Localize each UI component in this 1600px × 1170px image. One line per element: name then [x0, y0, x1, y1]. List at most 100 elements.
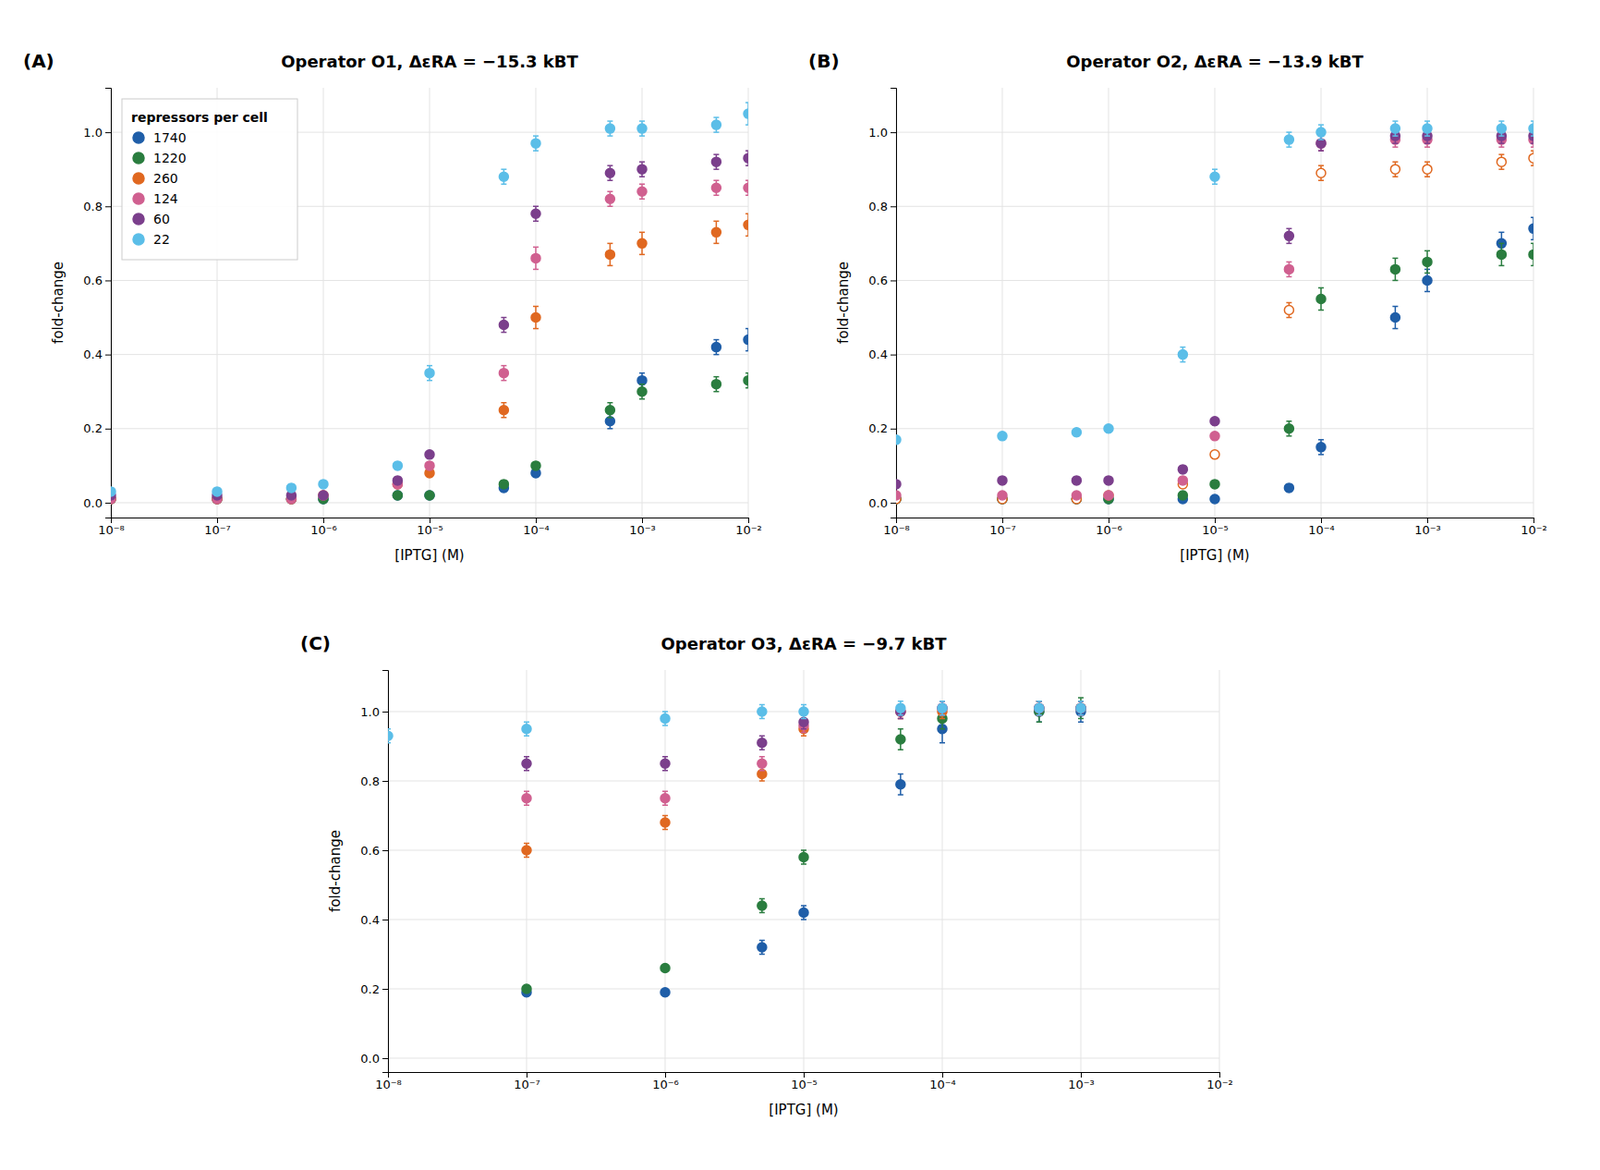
tick-label: 1.0: [868, 125, 888, 140]
axis-line: [890, 88, 897, 519]
tick-label: 0.2: [868, 421, 888, 436]
x-axis-title: [IPTG] (M): [1179, 546, 1249, 564]
point: [1034, 703, 1044, 713]
tick: 0.2: [868, 421, 897, 436]
point: [531, 460, 541, 471]
error-bar-cap: [1036, 700, 1043, 703]
series: [896, 217, 1534, 504]
error-bar-cap: [1078, 714, 1084, 716]
tick-mark: [323, 517, 325, 523]
error-bar-cap: [639, 160, 645, 163]
error-bar-cap: [800, 862, 807, 865]
grid-line: [665, 669, 667, 1072]
error-bar-cap: [1498, 120, 1504, 122]
error-bar-cap: [1318, 287, 1324, 290]
error-bar-cap: [897, 714, 904, 716]
error-bar-cap: [1392, 279, 1398, 282]
title: Operator O3, ΔεRA = −9.7 kBT: [660, 633, 947, 654]
panel: 10⁻⁸10⁻⁷10⁻⁶10⁻⁵10⁻⁴10⁻³10⁻²0.00.20.40.6…: [808, 49, 1548, 564]
point: [1210, 449, 1220, 460]
error-bar-cap: [1392, 134, 1398, 137]
point: [660, 714, 670, 724]
error-bar-cap: [759, 779, 765, 782]
error-bar-cap: [523, 804, 530, 807]
error-bar-cap: [533, 149, 539, 152]
grid-line: [896, 427, 1534, 429]
point: [757, 706, 767, 716]
error-bar-cap: [897, 773, 904, 776]
point: [1071, 427, 1081, 437]
grid-line: [896, 353, 1534, 355]
tick-label: 10⁻⁷: [513, 1077, 541, 1091]
tick: 0.6: [83, 273, 111, 288]
point: [1284, 305, 1294, 316]
point: [1103, 490, 1114, 500]
error-bar-cap: [639, 383, 645, 386]
tick-label: 0.6: [868, 273, 888, 288]
error-bar-cap: [1424, 142, 1431, 145]
error-bar-cap: [745, 123, 749, 126]
grid-line: [1108, 87, 1110, 518]
error-bar-cap: [713, 179, 719, 182]
panel-label: (C): [300, 631, 331, 655]
point: [1390, 123, 1400, 134]
tick-mark: [890, 502, 897, 504]
error-bar-cap: [523, 842, 530, 845]
tick: 10⁻⁸: [97, 517, 125, 537]
error-bar-cap: [662, 755, 668, 758]
error-bar-cap: [1036, 700, 1043, 703]
point: [757, 758, 767, 768]
tick: 10⁻³: [1067, 1071, 1095, 1091]
x-axis-title: [IPTG] (M): [768, 1101, 838, 1118]
x-axis: 10⁻⁸10⁻⁷10⁻⁶10⁻⁵10⁻⁴10⁻³10⁻²: [375, 1071, 1234, 1091]
point: [1316, 127, 1326, 137]
error-bar-cap: [662, 769, 668, 772]
tick-mark: [1002, 517, 1004, 523]
series: [896, 128, 1534, 489]
point: [937, 703, 947, 713]
error-bar-cap: [662, 828, 668, 831]
tick-label: 10⁻³: [629, 522, 656, 537]
tick: 10⁻⁴: [929, 1071, 957, 1091]
grid-line: [110, 501, 749, 503]
error-bar-cap: [897, 717, 904, 720]
legend-entry: 260: [153, 170, 179, 186]
point: [1316, 138, 1326, 148]
point: [637, 186, 647, 196]
y-axis-title: fold-change: [49, 261, 67, 344]
error-bar-cap: [897, 749, 904, 752]
error-bar-cap: [500, 401, 507, 404]
tick-mark: [105, 206, 111, 207]
point: [896, 779, 906, 789]
point: [318, 490, 328, 500]
tick-mark: [382, 988, 388, 990]
error-bar-cap: [1285, 261, 1292, 264]
error-bar-cap: [1285, 435, 1292, 437]
error-bar-cap: [939, 700, 946, 703]
error-bar-cap: [939, 727, 946, 730]
point: [660, 963, 670, 973]
tick: 10⁻⁷: [989, 517, 1017, 537]
tick-mark: [382, 780, 388, 782]
point: [1390, 313, 1400, 323]
point: [1422, 123, 1432, 134]
point: [1177, 490, 1188, 500]
point: [1103, 490, 1114, 500]
error-bar-cap: [939, 714, 946, 716]
legend-swatch: [133, 172, 145, 184]
grid-line: [896, 279, 1534, 281]
point: [1076, 703, 1086, 713]
error-bar-cap: [1036, 700, 1043, 703]
error-bar-cap: [1285, 302, 1292, 304]
error-bar-cap: [606, 179, 613, 182]
figure: 10⁻⁸10⁻⁷10⁻⁶10⁻⁵10⁻⁴10⁻³10⁻²0.00.20.40.6…: [0, 0, 1600, 1170]
grid-line: [110, 427, 749, 429]
tick-mark: [382, 711, 388, 713]
point: [521, 758, 532, 768]
error-bar-cap: [662, 814, 668, 817]
point: [110, 486, 116, 497]
tick-mark: [217, 517, 219, 523]
error-bar-cap: [500, 168, 507, 170]
error-bar-cap: [713, 168, 719, 170]
plot-area: [387, 697, 1086, 997]
